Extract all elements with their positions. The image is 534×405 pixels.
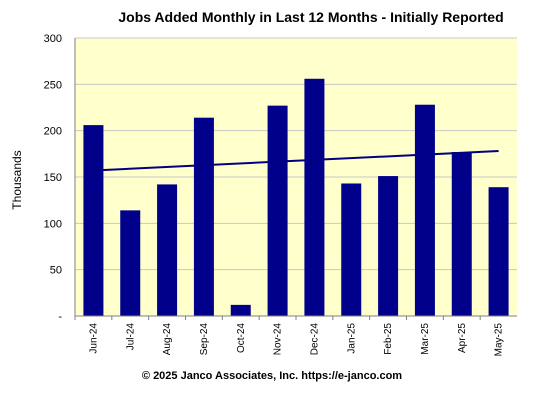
x-tick-label: Mar-25 xyxy=(420,323,431,355)
bars xyxy=(74,78,509,320)
x-tick-label: Dec-24 xyxy=(309,323,320,356)
chart-title: Jobs Added Monthly in Last 12 Months - I… xyxy=(118,9,503,25)
x-tick-labels: Jun-24 Jul-24 Aug-24 Sep-24 Oct-24 Nov-24 Dec-… xyxy=(88,323,504,357)
bar-nov-24 xyxy=(267,105,288,316)
y-tick-label: 300 xyxy=(44,33,62,45)
bar-jan-25 xyxy=(341,183,362,316)
x-tick-label: Oct-24 xyxy=(236,323,247,353)
x-tick-label: Nov-24 xyxy=(273,323,284,356)
y-tick-label: 100 xyxy=(44,218,62,230)
bar-apr-25 xyxy=(451,151,472,316)
x-tick-label: Jul-24 xyxy=(125,323,136,351)
x-tick-label: May-25 xyxy=(494,323,505,357)
x-tick-label: Jan-25 xyxy=(346,323,357,354)
bar-oct-24 xyxy=(230,304,251,316)
trend-line xyxy=(93,150,499,172)
footer-credit: © 2025 Janco Associates, Inc. https://e-… xyxy=(142,370,402,382)
x-tick-label: Aug-24 xyxy=(162,323,173,356)
x-tick-label: Feb-25 xyxy=(383,323,394,355)
gridlines xyxy=(75,37,517,271)
x-tick-label: Apr-25 xyxy=(457,323,468,353)
plot-area xyxy=(74,37,517,320)
bar-may-25 xyxy=(488,187,509,316)
x-tick-label: Sep-24 xyxy=(199,323,210,356)
bar-feb-25 xyxy=(378,176,399,316)
y-tick-label: 200 xyxy=(44,126,62,138)
y-tick-labels: - 50 100 150 200 250 300 xyxy=(44,33,63,323)
bar-dec-24 xyxy=(304,78,325,316)
bar-sep-24 xyxy=(193,117,214,317)
bar-jul-24 xyxy=(120,210,141,316)
y-tick-label: 50 xyxy=(50,265,62,277)
bar-aug-24 xyxy=(157,184,178,316)
y-tick-label: 150 xyxy=(44,172,62,184)
y-tick-label: 250 xyxy=(44,79,62,91)
x-tick-label: Jun-24 xyxy=(88,323,99,354)
bar-jun-24 xyxy=(83,125,104,317)
y-axis-label: Thousands xyxy=(10,150,24,209)
y-tick-label: - xyxy=(58,311,62,323)
bar-mar-25 xyxy=(414,104,435,316)
